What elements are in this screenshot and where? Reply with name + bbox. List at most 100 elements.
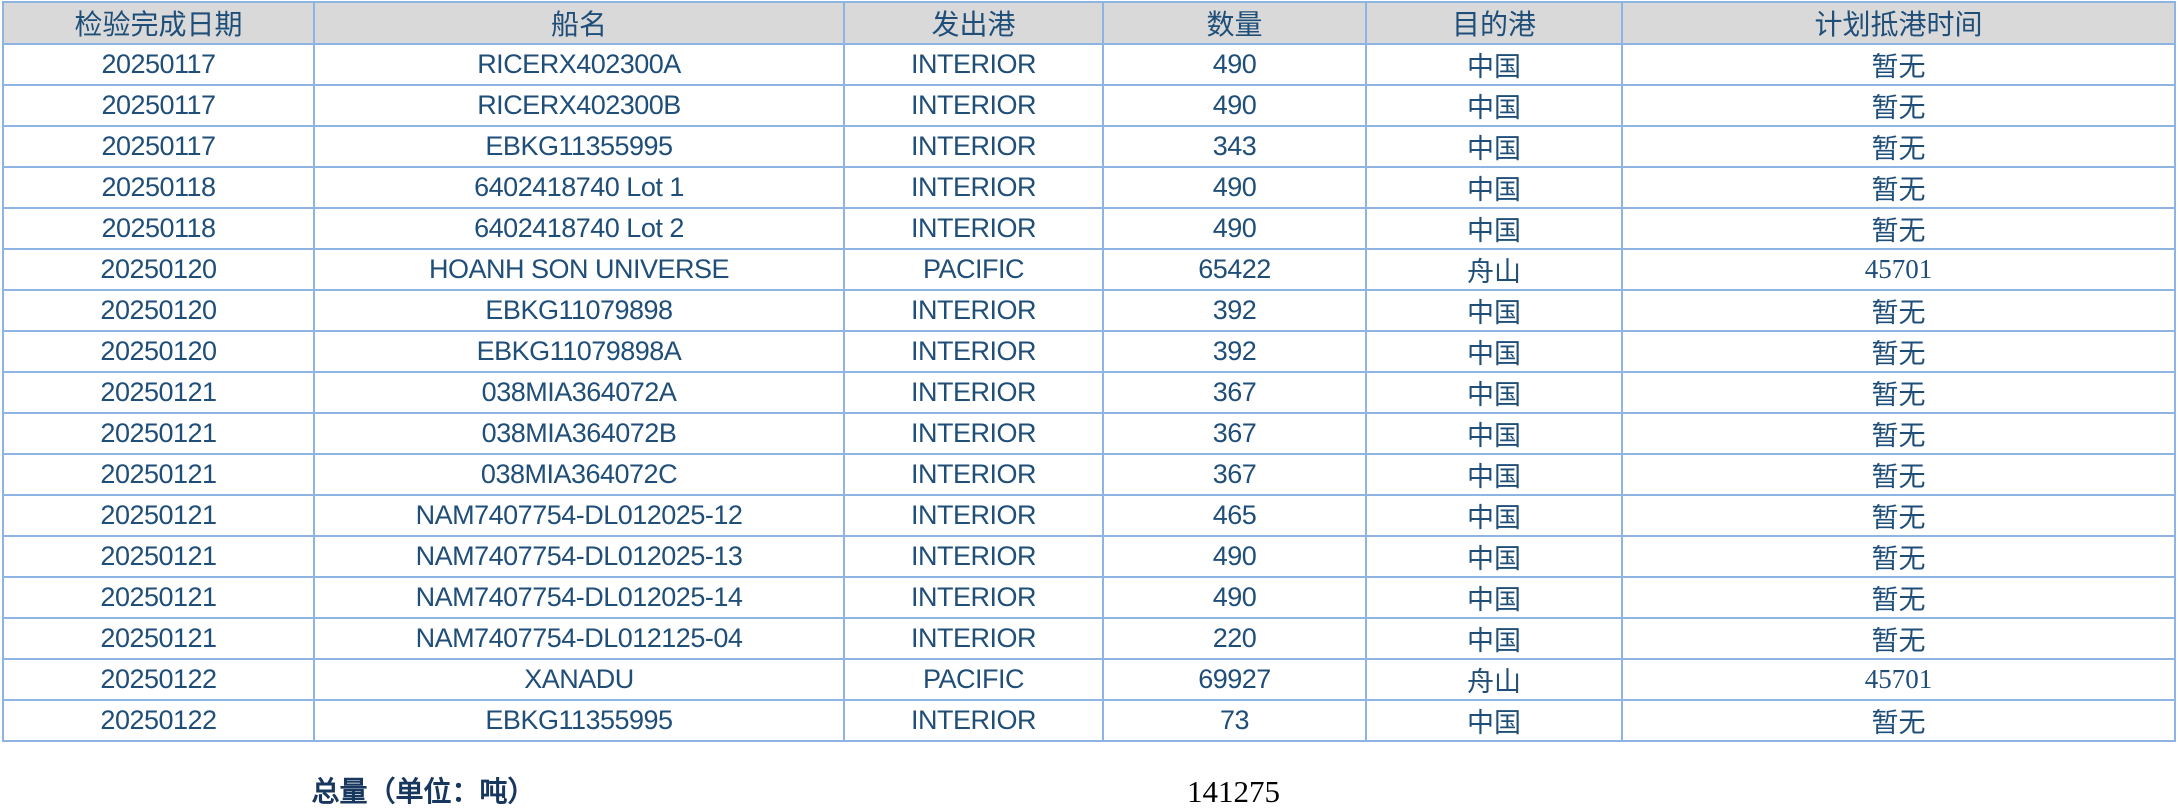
cell-vessel_name: RICERX402300A: [313, 43, 845, 86]
cell-inspection_date: 20250120: [2, 289, 315, 332]
cell-departure_port: INTERIOR: [843, 125, 1104, 168]
table-row: 20250121 NAM7407754-DL012125-04 INTERIOR 22…: [2, 617, 2176, 660]
cell-departure_port: INTERIOR: [843, 617, 1104, 660]
cell-planned_arrival: 暂无: [1621, 125, 2176, 168]
cell-vessel_name: 038MIA364072B: [313, 412, 845, 455]
cell-destination_port: 中国: [1365, 617, 1623, 660]
cell-vessel_name: NAM7407754-DL012025-14: [313, 576, 845, 619]
cell-planned_arrival: 暂无: [1621, 43, 2176, 86]
cell-quantity: 490: [1102, 84, 1367, 127]
cell-planned_arrival: 暂无: [1621, 494, 2176, 537]
cell-quantity: 65422: [1102, 248, 1367, 291]
cell-vessel_name: NAM7407754-DL012125-04: [313, 617, 845, 660]
cell-destination_port: 舟山: [1365, 248, 1623, 291]
table-row: 20250117 EBKG11355995 INTERIOR 343 中国 暂无: [2, 125, 2176, 168]
totals-row: 总量（单位：吨） 141275: [2, 771, 2174, 811]
cell-vessel_name: 6402418740 Lot 1: [313, 166, 845, 209]
cell-inspection_date: 20250121: [2, 494, 315, 537]
cell-quantity: 69927: [1102, 658, 1367, 701]
table-row: 20250122 EBKG11355995 INTERIOR 73 中国 暂无: [2, 699, 2176, 742]
cell-vessel_name: 6402418740 Lot 2: [313, 207, 845, 250]
cell-quantity: 392: [1102, 289, 1367, 332]
cell-planned_arrival: 暂无: [1621, 166, 2176, 209]
cell-vessel_name: XANADU: [313, 658, 845, 701]
cell-planned_arrival: 暂无: [1621, 84, 2176, 127]
cell-departure_port: INTERIOR: [843, 43, 1104, 86]
cell-quantity: 343: [1102, 125, 1367, 168]
cell-planned_arrival: 暂无: [1621, 453, 2176, 496]
cell-inspection_date: 20250121: [2, 453, 315, 496]
table-row: 20250117 RICERX402300A INTERIOR 490 中国 暂无: [2, 43, 2176, 86]
cell-destination_port: 中国: [1365, 166, 1623, 209]
cell-departure_port: INTERIOR: [843, 576, 1104, 619]
table-row: 20250118 6402418740 Lot 1 INTERIOR 490 中国 暂无: [2, 166, 2176, 209]
cell-inspection_date: 20250120: [2, 248, 315, 291]
cell-vessel_name: 038MIA364072C: [313, 453, 845, 496]
table-row: 20250120 EBKG11079898 INTERIOR 392 中国 暂无: [2, 289, 2176, 332]
table-row: 20250121 038MIA364072B INTERIOR 367 中国 暂无: [2, 412, 2176, 455]
cell-destination_port: 中国: [1365, 494, 1623, 537]
cell-departure_port: INTERIOR: [843, 166, 1104, 209]
table-row: 20250117 RICERX402300B INTERIOR 490 中国 暂无: [2, 84, 2176, 127]
cell-destination_port: 中国: [1365, 84, 1623, 127]
cell-vessel_name: EBKG11355995: [313, 699, 845, 742]
cell-departure_port: PACIFIC: [843, 658, 1104, 701]
cell-planned_arrival: 暂无: [1621, 289, 2176, 332]
table-row: 20250121 038MIA364072A INTERIOR 367 中国 暂无: [2, 371, 2176, 414]
cell-vessel_name: EBKG11355995: [313, 125, 845, 168]
cell-departure_port: INTERIOR: [843, 371, 1104, 414]
cell-vessel_name: EBKG11079898A: [313, 330, 845, 373]
cell-departure_port: INTERIOR: [843, 207, 1104, 250]
cargo-table: 检验完成日期 船名 发出港 数量 目的港 计划抵港时间 20250117 RICERX402…: [2, 1, 2176, 742]
cell-quantity: 490: [1102, 576, 1367, 619]
table-row: 20250118 6402418740 Lot 2 INTERIOR 490 中国 暂无: [2, 207, 2176, 250]
cell-destination_port: 中国: [1365, 699, 1623, 742]
column-header-destination_port: 目的港: [1365, 1, 1623, 45]
cell-vessel_name: EBKG11079898: [313, 289, 845, 332]
cell-departure_port: INTERIOR: [843, 289, 1104, 332]
table-row: 20250120 HOANH SON UNIVERSE PACIFIC 65422 舟山…: [2, 248, 2176, 291]
cell-inspection_date: 20250117: [2, 84, 315, 127]
cell-inspection_date: 20250121: [2, 371, 315, 414]
table-row: 20250120 EBKG11079898A INTERIOR 392 中国 暂无: [2, 330, 2176, 373]
cell-quantity: 220: [1102, 617, 1367, 660]
cell-planned_arrival: 暂无: [1621, 617, 2176, 660]
table-row: 20250121 NAM7407754-DL012025-12 INTERIOR 46…: [2, 494, 2176, 537]
table-row: 20250122 XANADU PACIFIC 69927 舟山 45701: [2, 658, 2176, 701]
column-header-planned_arrival: 计划抵港时间: [1621, 1, 2176, 45]
cell-quantity: 490: [1102, 207, 1367, 250]
cell-inspection_date: 20250122: [2, 699, 315, 742]
cell-destination_port: 中国: [1365, 412, 1623, 455]
cell-departure_port: INTERIOR: [843, 84, 1104, 127]
cell-departure_port: INTERIOR: [843, 412, 1104, 455]
cell-planned_arrival: 暂无: [1621, 207, 2176, 250]
cell-inspection_date: 20250117: [2, 125, 315, 168]
cell-quantity: 367: [1102, 371, 1367, 414]
cell-planned_arrival: 暂无: [1621, 535, 2176, 578]
cell-quantity: 73: [1102, 699, 1367, 742]
cell-departure_port: INTERIOR: [843, 453, 1104, 496]
cell-inspection_date: 20250118: [2, 207, 315, 250]
cell-quantity: 465: [1102, 494, 1367, 537]
cell-inspection_date: 20250122: [2, 658, 315, 701]
cell-planned_arrival: 暂无: [1621, 371, 2176, 414]
column-header-inspection_date: 检验完成日期: [2, 1, 315, 45]
cell-destination_port: 中国: [1365, 330, 1623, 373]
cell-vessel_name: 038MIA364072A: [313, 371, 845, 414]
cell-destination_port: 中国: [1365, 207, 1623, 250]
cell-inspection_date: 20250118: [2, 166, 315, 209]
cell-planned_arrival: 暂无: [1621, 412, 2176, 455]
cell-quantity: 490: [1102, 43, 1367, 86]
cell-destination_port: 中国: [1365, 43, 1623, 86]
cell-quantity: 490: [1102, 535, 1367, 578]
column-header-vessel_name: 船名: [313, 1, 845, 45]
cell-planned_arrival: 暂无: [1621, 576, 2176, 619]
cell-quantity: 392: [1102, 330, 1367, 373]
total-label: 总量（单位：吨）: [311, 776, 536, 807]
cell-destination_port: 中国: [1365, 125, 1623, 168]
column-header-quantity: 数量: [1102, 1, 1367, 45]
cell-destination_port: 中国: [1365, 576, 1623, 619]
cell-inspection_date: 20250121: [2, 535, 315, 578]
column-header-departure_port: 发出港: [843, 1, 1104, 45]
